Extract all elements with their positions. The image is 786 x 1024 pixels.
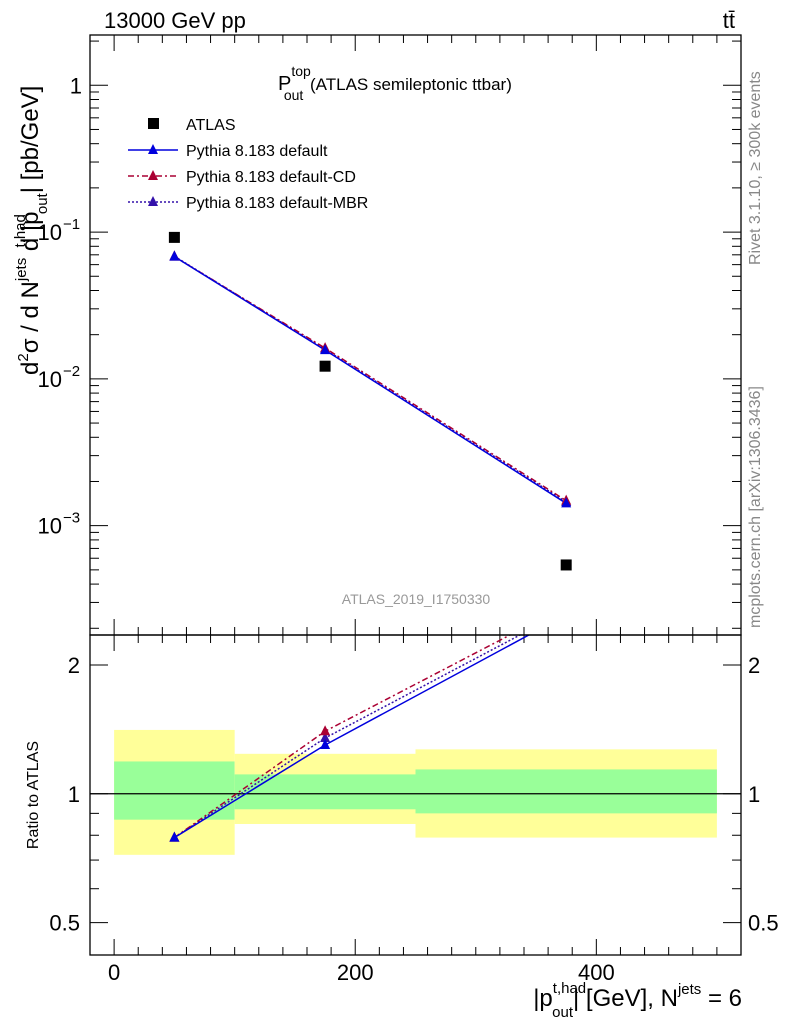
ratio-band-inner [415, 769, 717, 814]
legend-label: Pythia 8.183 default-MBR [186, 195, 368, 212]
analysis-watermark: ATLAS_2019_I1750330 [342, 591, 491, 607]
ratio-y-tick-label-right: 1 [748, 782, 760, 807]
ratio-y-tick-label-left: 0.5 [49, 911, 80, 936]
main-y-tick-exponent: −3 [63, 510, 80, 527]
atlas-data-point [319, 360, 331, 372]
main-y-tick-labels: 110−110−210−3 [38, 73, 82, 538]
title-suffix: (ATLAS semileptonic ttbar) [305, 75, 512, 94]
main-y-tick-label: 10 [38, 514, 62, 539]
x-axis-title-part: jets [677, 981, 701, 998]
ratio-series-point [169, 831, 180, 842]
plot-title: Ptop out (ATLAS semileptonic ttbar) [278, 63, 512, 103]
rivet-label: Rivet 3.1.10, ≥ 300k events [747, 71, 764, 265]
legend-label: Pythia 8.183 default-CD [186, 169, 356, 186]
main-axis-ticks [90, 35, 741, 635]
y-axis-title-part: 2 [15, 353, 32, 361]
y-axis-title-part: σ / d N [17, 281, 44, 353]
ratio-y-tick-label-right: 2 [748, 653, 760, 678]
legend-marker-triangle [148, 170, 158, 180]
energy-label: 13000 GeV pp [104, 8, 246, 33]
x-tick-label: 0 [108, 960, 120, 985]
legend-marker-triangle [148, 196, 158, 206]
main-y-tick-label: 1 [70, 73, 82, 98]
x-tick-label: 400 [578, 960, 615, 985]
ratio-y-tick-label-left: 1 [68, 782, 80, 807]
y-axis-title-part: | [pb/GeV] [17, 86, 44, 194]
legend-label: Pythia 8.183 default [186, 143, 328, 160]
y-axis-title-part: d [17, 362, 44, 375]
y-axis-title-part: out [34, 192, 51, 214]
process-label: tt̄ [723, 8, 735, 33]
y-axis-title-part: jets [13, 258, 30, 282]
y-axis-title-part: t,had [12, 214, 29, 247]
y-axis-title-part: d |p [17, 212, 44, 258]
legend-marker-atlas [148, 118, 159, 129]
ratio-frame [89, 634, 742, 956]
ratio-axis-ticks [90, 635, 741, 955]
main-series-point [561, 497, 572, 508]
main-y-tick-label: 10 [38, 367, 62, 392]
ratio-y-tick-labels: 0.5 0.5 1 1 2 2 [49, 653, 778, 936]
main-y-tick-exponent: −2 [63, 363, 80, 380]
title-sub: out [284, 87, 304, 103]
ratio-y-tick-label-right: 0.5 [748, 911, 779, 936]
main-series-point [320, 344, 331, 355]
x-axis-title: |pt,had out| [GeV], Njets = 6 [533, 980, 742, 1021]
mcplots-label: mcplots.cern.ch [arXiv:1306.3436] [747, 386, 764, 628]
title-sup: top [291, 63, 311, 79]
legend: ATLAS Pythia 8.183 default Pythia 8.183 de… [128, 117, 368, 212]
x-tick-labels: 0 200 400 [108, 960, 615, 985]
x-axis-title-part: | [GeV], N [573, 985, 678, 1012]
x-axis-title-part: = 6 [701, 985, 742, 1012]
title-base: P [278, 73, 291, 95]
legend-marker-triangle [148, 144, 158, 154]
ratio-series-point [320, 725, 331, 736]
ratio-y-axis-title: Ratio to ATLAS [25, 741, 42, 849]
main-y-tick-label: 10 [38, 220, 62, 245]
x-axis-title-part: out [552, 1004, 574, 1021]
ratio-band-inner [234, 774, 416, 810]
ratio-plot-marks [169, 635, 531, 842]
x-axis-title-part: t,had [553, 980, 586, 997]
ratio-series-point [320, 739, 331, 750]
y-axis-title: d2σ / d Njets d |pt,had out| [pb/GeV] [12, 86, 51, 375]
x-axis-title-part: |p [533, 985, 553, 1012]
atlas-data-point [168, 231, 180, 243]
main-y-tick-exponent: −1 [63, 216, 80, 233]
ratio-uncertainty-bands [90, 729, 741, 855]
main-plot-marks [168, 231, 572, 571]
ratio-y-tick-label-left: 2 [68, 653, 80, 678]
legend-label: ATLAS [186, 117, 236, 134]
main-panel: 110−110−210−3 d2σ / d Njets d |pt,hadout… [12, 34, 742, 636]
ratio-band-inner [114, 761, 235, 820]
x-tick-label: 200 [337, 960, 374, 985]
main-series-line [173, 256, 567, 504]
ratio-series-point [320, 732, 331, 743]
atlas-data-point [560, 559, 572, 571]
main-series-point [169, 250, 180, 261]
ratio-panel: 0.5 0.5 1 1 2 2 0 200 400 Ratio to ATLAS |pt,ha… [25, 634, 779, 1021]
